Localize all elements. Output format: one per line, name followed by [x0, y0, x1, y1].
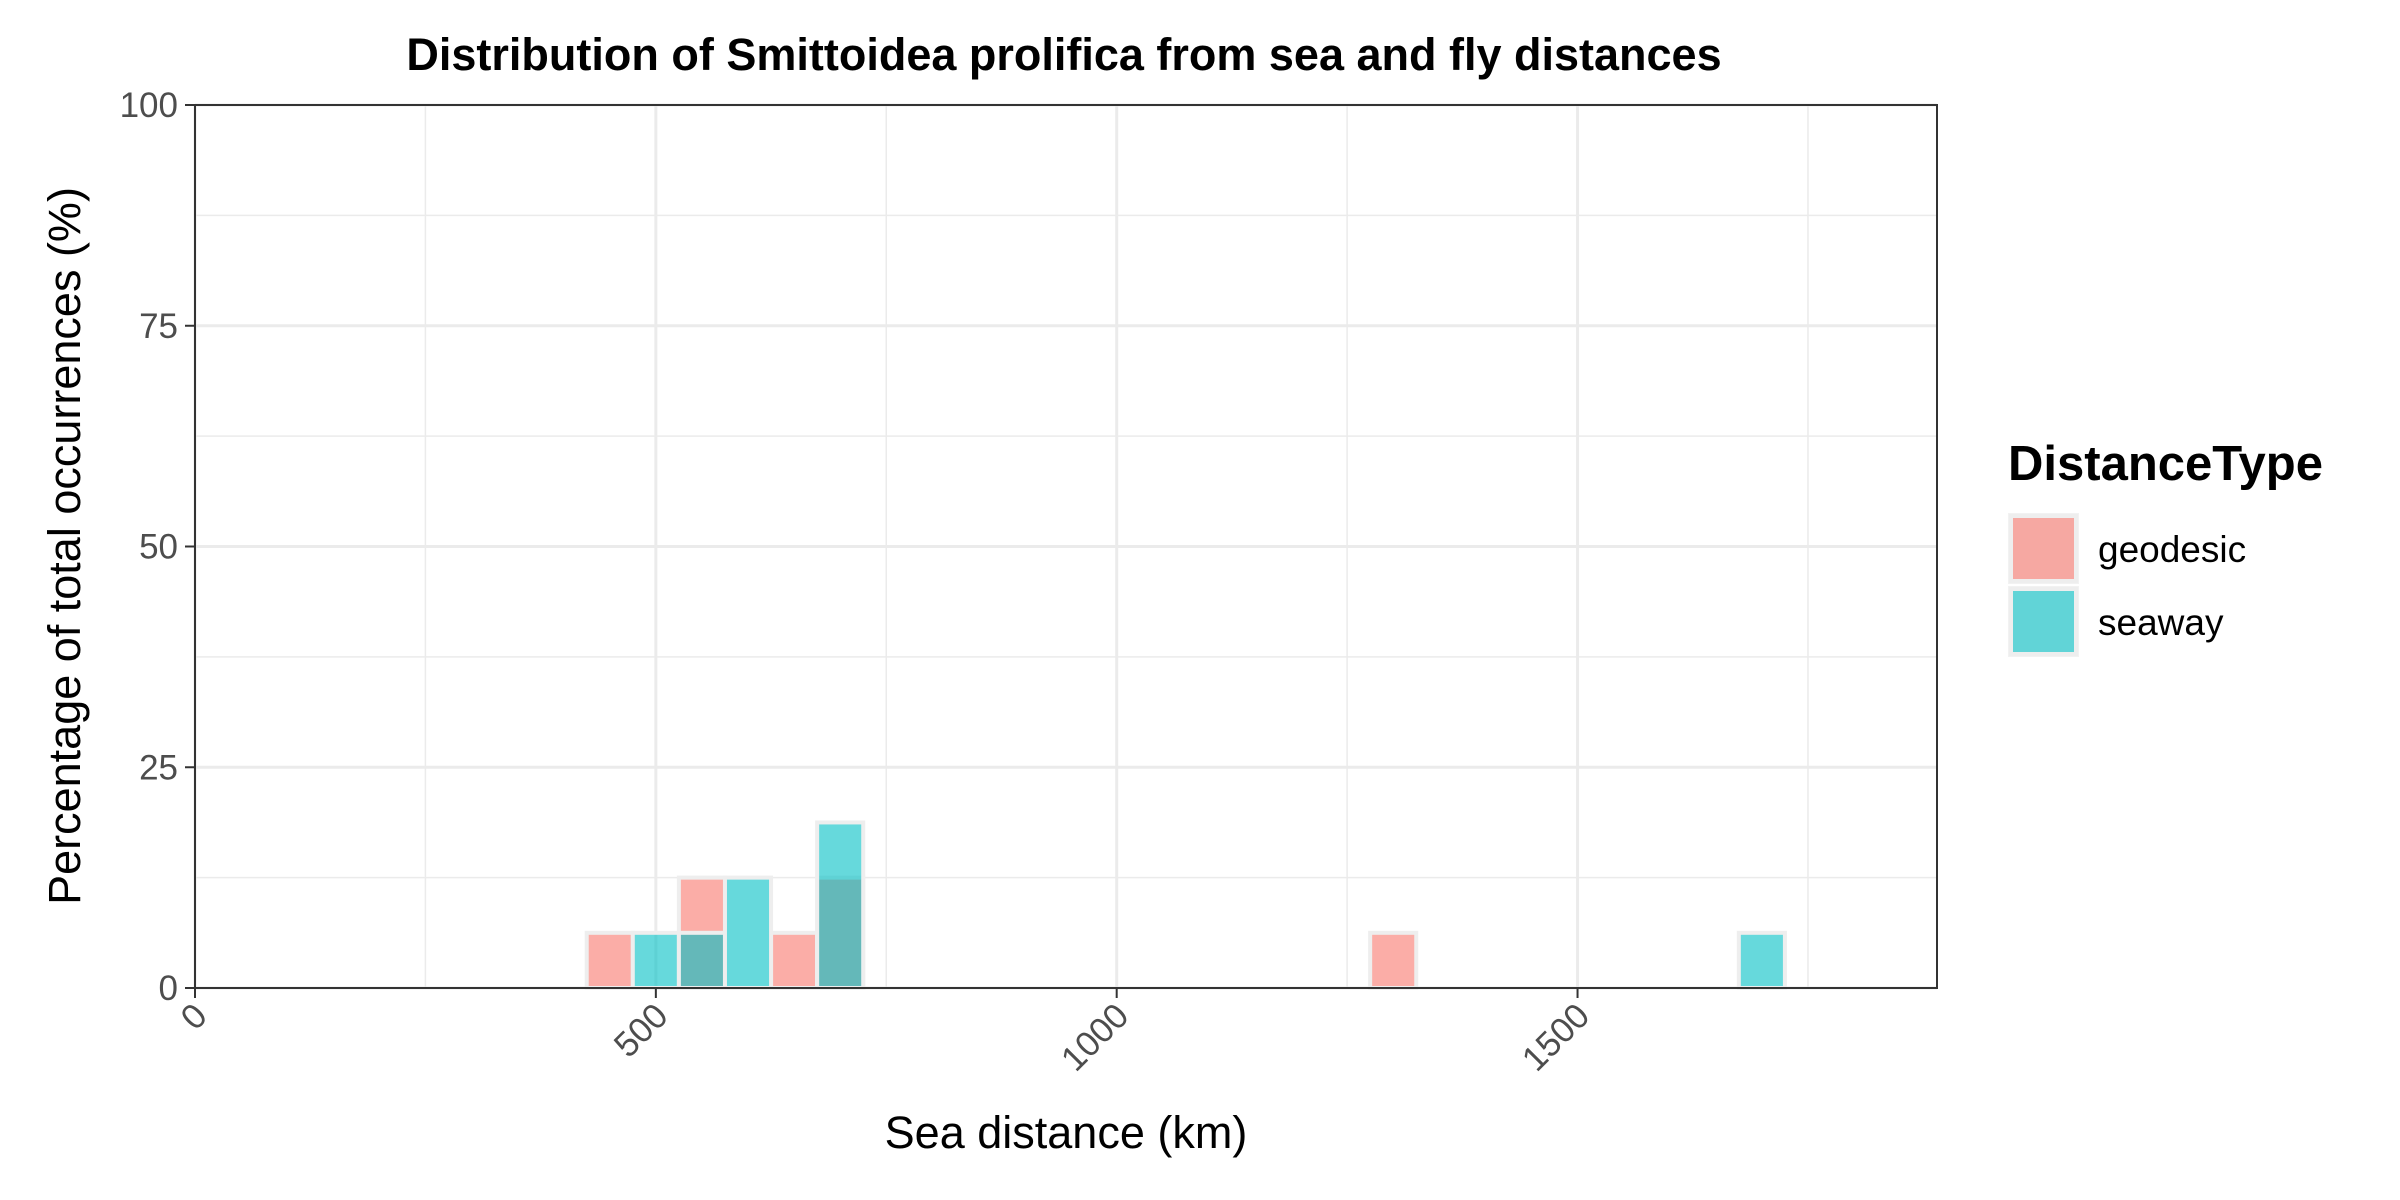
y-axis-title: Percentage of total occurrences (%) [39, 187, 90, 905]
bar-geodesic [769, 930, 820, 990]
legend-key-seaway [2009, 587, 2078, 656]
bar-geodesic [584, 930, 635, 990]
bar-seaway [676, 930, 727, 990]
y-tick-label: 50 [139, 528, 178, 567]
bar-seaway [815, 820, 866, 990]
legend-label-seaway: seaway [2098, 602, 2224, 643]
bar-seaway [630, 930, 681, 990]
y-axis: 0 25 50 75 100 [120, 86, 195, 1008]
bar-seaway [1736, 930, 1787, 990]
bar-seaway [722, 875, 774, 990]
y-tick-label: 25 [139, 748, 178, 787]
grid-minor [195, 105, 1937, 988]
legend-title: DistanceType [2008, 437, 2323, 491]
legend: DistanceType geodesic seaway [2008, 437, 2323, 657]
chart-title: Distribution of Smittoidea prolifica fro… [406, 29, 1721, 80]
y-tick-label: 0 [159, 969, 178, 1008]
y-tick-label: 75 [139, 307, 178, 346]
x-axis-title: Sea distance (km) [885, 1107, 1248, 1158]
plot-area [193, 103, 1938, 990]
y-tick-label: 100 [120, 86, 178, 125]
legend-label-geodesic: geodesic [2098, 529, 2246, 570]
bar-geodesic [1368, 930, 1419, 990]
legend-key-geodesic [2009, 514, 2078, 583]
legend-entries: geodesic seaway [2008, 513, 2246, 657]
bars [584, 820, 1787, 990]
